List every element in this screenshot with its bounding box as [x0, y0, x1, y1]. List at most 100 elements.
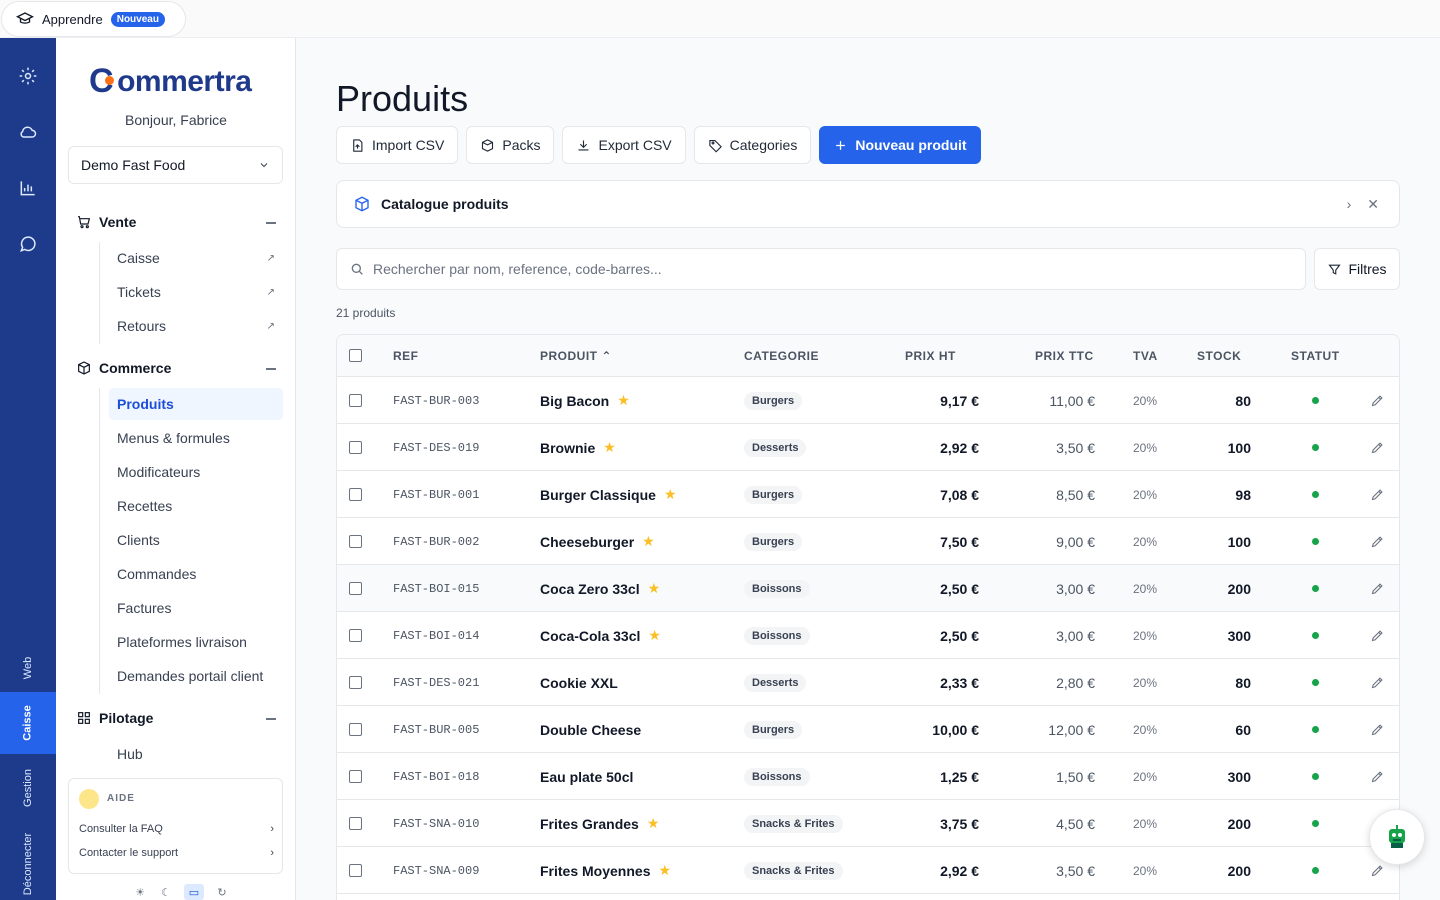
- table-row[interactable]: FAST-BOI-015 Coca Zero 33cl ★ Boissons 2,50 …: [337, 565, 1399, 612]
- edit-button[interactable]: [1370, 471, 1385, 518]
- star-icon[interactable]: ★: [647, 580, 661, 596]
- table-row[interactable]: FAST-BOI-018 Eau plate 50cl Boissons 1,25 €…: [337, 753, 1399, 800]
- moon-icon[interactable]: ☾: [161, 886, 171, 899]
- product-name[interactable]: Big Bacon: [540, 392, 610, 409]
- row-checkbox[interactable]: [349, 723, 362, 736]
- search-input[interactable]: [373, 261, 1273, 277]
- monitor-icon[interactable]: ▭: [184, 884, 204, 900]
- product-name[interactable]: Eau plate 50cl: [540, 768, 634, 785]
- faq-link[interactable]: Consulter la FAQ ›: [79, 823, 274, 835]
- chevron-right-icon[interactable]: ›: [1346, 195, 1352, 212]
- sidebar-item-factures[interactable]: Factures: [117, 600, 172, 616]
- edit-button[interactable]: [1370, 377, 1385, 424]
- table-row[interactable]: FAST-SNA-009 Frites Moyennes ★ Snacks & Fri…: [337, 847, 1399, 894]
- cloud-icon[interactable]: [18, 122, 38, 142]
- edit-button[interactable]: [1370, 659, 1385, 706]
- column-vat[interactable]: TVA: [1133, 349, 1158, 363]
- select-all-checkbox[interactable]: [349, 349, 362, 362]
- edit-button[interactable]: [1370, 753, 1385, 800]
- sidebar-item-modificateurs[interactable]: Modificateurs: [117, 464, 201, 480]
- star-icon[interactable]: ★: [648, 627, 661, 643]
- edit-button[interactable]: [1370, 706, 1385, 753]
- product-name[interactable]: Double Cheese: [540, 721, 642, 738]
- rail-tab-logout[interactable]: Déconnecter: [22, 832, 34, 896]
- section-vente[interactable]: Vente: [76, 214, 276, 230]
- column-price-ht[interactable]: PRIX HT: [905, 349, 956, 363]
- support-link[interactable]: Contacter le support ›: [79, 847, 274, 859]
- section-pilotage[interactable]: Pilotage: [76, 710, 276, 726]
- product-name[interactable]: Brownie: [540, 439, 596, 456]
- sidebar-item-produits[interactable]: Produits: [109, 388, 283, 420]
- assistant-bot-button[interactable]: [1369, 809, 1425, 865]
- table-row[interactable]: FAST-BUR-003 Big Bacon ★ Burgers 9,17 € 11,00…: [337, 377, 1399, 424]
- sidebar-item-plateformes[interactable]: Plateformes livraison: [117, 634, 247, 650]
- table-row[interactable]: FAST-DES-019 Brownie ★ Desserts 2,92 € 3,50 €…: [337, 424, 1399, 471]
- product-name[interactable]: Frites Grandes: [540, 815, 639, 832]
- edit-button[interactable]: [1370, 424, 1385, 471]
- product-name[interactable]: Frites Moyennes: [540, 862, 651, 879]
- store-select[interactable]: Demo Fast Food: [68, 146, 283, 184]
- sidebar-item-portail[interactable]: Demandes portail client: [117, 668, 264, 684]
- catalog-banner[interactable]: Catalogue produits › ✕: [336, 180, 1400, 228]
- star-icon[interactable]: ★: [663, 486, 677, 502]
- sidebar-item-tickets[interactable]: Tickets ↗: [117, 284, 275, 300]
- table-row[interactable]: FAST-BOI-014 Coca-Cola 33cl ★ Boissons 2,50 …: [337, 612, 1399, 659]
- row-checkbox[interactable]: [349, 441, 362, 454]
- star-icon[interactable]: ★: [603, 439, 616, 455]
- table-row[interactable]: FAST-BUR-005 Double Cheese Burgers 10,00 € 1…: [337, 706, 1399, 753]
- filters-button[interactable]: Filtres: [1314, 248, 1400, 290]
- product-name[interactable]: Coca Zero 33cl: [540, 580, 640, 597]
- sidebar-item-recettes[interactable]: Recettes: [117, 498, 173, 514]
- sun-icon[interactable]: ☀: [135, 886, 145, 899]
- column-price-ttc[interactable]: PRIX TTC: [1035, 349, 1094, 363]
- new-product-button[interactable]: Nouveau produit: [819, 126, 981, 164]
- table-row[interactable]: FAST-SNA-010 Frites Grandes ★ Snacks & Frit…: [337, 800, 1399, 847]
- import-csv-button[interactable]: Import CSV: [336, 126, 459, 164]
- sidebar-item-clients[interactable]: Clients: [117, 532, 160, 548]
- export-csv-button[interactable]: Export CSV: [562, 126, 686, 164]
- row-checkbox[interactable]: [349, 394, 362, 407]
- collapse-icon[interactable]: [266, 222, 276, 224]
- table-row[interactable]: FAST-BUR-002 Cheeseburger ★ Burgers 7,50 € 9,…: [337, 518, 1399, 565]
- column-ref[interactable]: REF: [393, 349, 419, 363]
- column-status[interactable]: STATUT: [1291, 349, 1340, 363]
- row-checkbox[interactable]: [349, 488, 362, 501]
- categories-button[interactable]: Categories: [693, 126, 812, 164]
- column-category[interactable]: CATEGORIE: [744, 349, 819, 363]
- product-name[interactable]: Coca-Cola 33cl: [540, 627, 641, 644]
- sidebar-item-retours[interactable]: Retours ↗: [117, 318, 275, 334]
- row-checkbox[interactable]: [349, 629, 362, 642]
- sidebar-item-caisse[interactable]: Caisse ↗: [117, 250, 275, 266]
- row-checkbox[interactable]: [349, 535, 362, 548]
- row-checkbox[interactable]: [349, 770, 362, 783]
- gear-icon[interactable]: [18, 66, 38, 86]
- column-product[interactable]: PRODUIT ⌃: [540, 349, 612, 363]
- table-row[interactable]: FAST-BUR-001 Burger Classique ★ Burgers 7,08…: [337, 471, 1399, 518]
- row-checkbox[interactable]: [349, 582, 362, 595]
- sidebar-item-menus[interactable]: Menus & formules: [117, 430, 230, 446]
- star-icon[interactable]: ★: [658, 862, 672, 878]
- rail-tab-caisse[interactable]: Caisse: [0, 692, 56, 754]
- product-name[interactable]: Burger Classique: [540, 486, 656, 503]
- chat-icon[interactable]: [18, 234, 38, 254]
- row-checkbox[interactable]: [349, 676, 362, 689]
- section-commerce[interactable]: Commerce: [76, 360, 276, 376]
- row-checkbox[interactable]: [349, 817, 362, 830]
- edit-button[interactable]: [1370, 518, 1385, 565]
- table-row[interactable]: FAST-DES-021 Cookie XXL Desserts 2,33 € 2,80…: [337, 659, 1399, 706]
- star-icon[interactable]: ★: [617, 392, 630, 408]
- collapse-icon[interactable]: [266, 718, 276, 720]
- refresh-icon[interactable]: ↻: [217, 886, 227, 899]
- packs-button[interactable]: Packs: [466, 126, 555, 164]
- rail-tab-web[interactable]: Web: [21, 656, 34, 680]
- learn-button[interactable]: Apprendre Nouveau: [1, 1, 186, 37]
- star-icon[interactable]: ★: [646, 815, 660, 831]
- edit-button[interactable]: [1370, 612, 1385, 659]
- edit-button[interactable]: [1370, 565, 1385, 612]
- sidebar-item-commandes[interactable]: Commandes: [117, 566, 197, 582]
- bar-chart-icon[interactable]: [18, 178, 38, 198]
- product-name[interactable]: Cheeseburger: [540, 533, 635, 550]
- column-stock[interactable]: STOCK: [1197, 349, 1242, 363]
- close-icon[interactable]: ✕: [1367, 195, 1379, 212]
- row-checkbox[interactable]: [349, 864, 362, 877]
